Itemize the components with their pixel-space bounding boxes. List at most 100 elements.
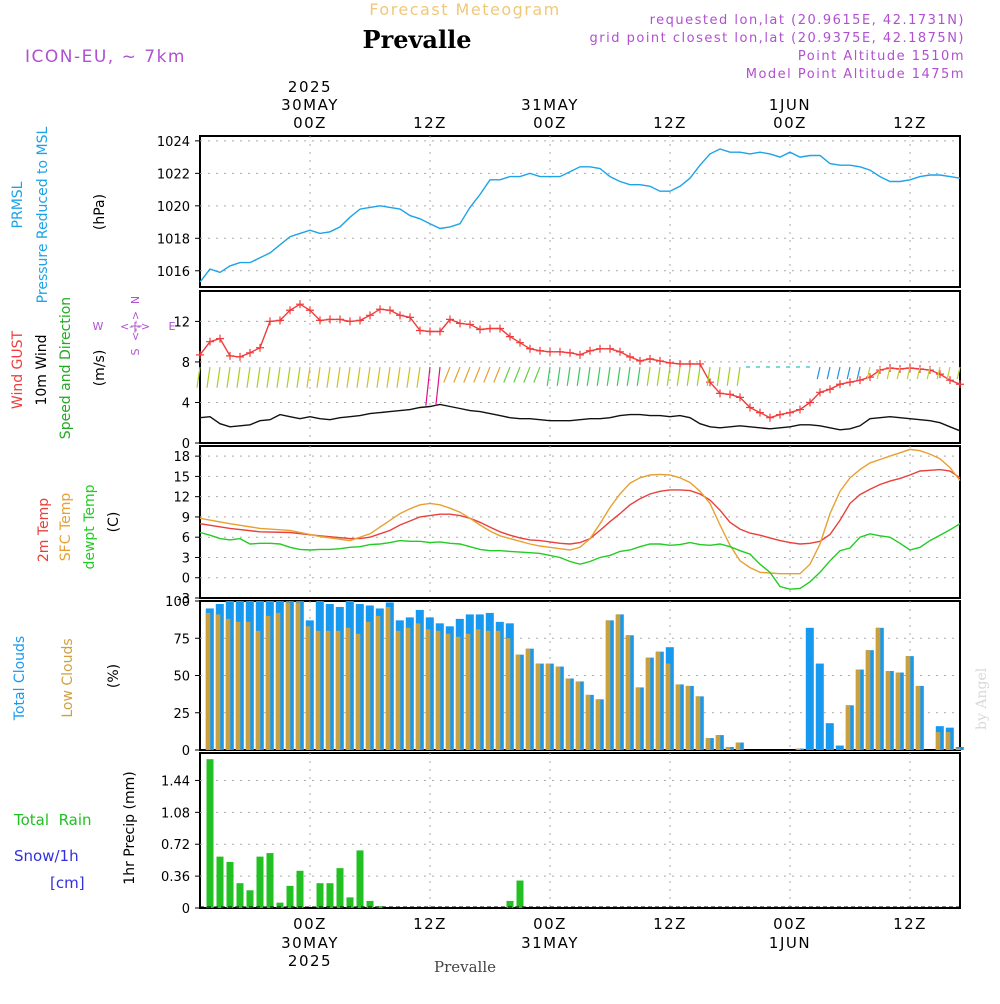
gust-marker: [336, 315, 344, 324]
gust-marker: [206, 337, 214, 346]
wind-arrow: [856, 366, 861, 380]
gust-marker: [756, 408, 764, 417]
gust-marker: [826, 385, 834, 394]
SFC Temp-line: [199, 448, 961, 575]
gust-marker: [856, 376, 864, 385]
gust-marker: [606, 344, 614, 353]
gust-marker: [656, 356, 664, 365]
wind-arrow: [816, 366, 821, 380]
gust-marker: [936, 370, 944, 379]
wind-arrow: [826, 366, 831, 380]
y-tick-label: 12: [173, 491, 190, 506]
precip-bar: [516, 880, 524, 908]
low-cloud-bar: [705, 738, 711, 750]
wind-arrow: [523, 366, 531, 383]
y-tick-label: 1020: [157, 200, 190, 215]
low-cloud-bar: [875, 627, 881, 750]
y-tick-label: 4: [182, 396, 190, 411]
gust-marker: [526, 344, 534, 353]
wind-arrow: [416, 366, 421, 388]
model-altitude: Model Point Altitude 1475m: [746, 67, 965, 82]
low-cloud-bar: [625, 635, 631, 750]
wind-arrow: [236, 366, 241, 388]
gust-marker: [506, 332, 514, 341]
gust-marker: [676, 359, 684, 368]
wind-arrow: [666, 366, 671, 386]
wind-arrow: [376, 366, 381, 388]
low-cloud-bar: [545, 663, 551, 750]
precip-bar: [296, 870, 304, 908]
low-cloud-bar: [325, 630, 331, 750]
gust-marker: [696, 359, 704, 368]
y-tick-label: 75: [173, 632, 190, 647]
gust-marker: [686, 359, 694, 368]
compass-arrows-h: <-|->: [120, 320, 150, 333]
gust-marker: [446, 315, 454, 324]
wind-arrow: [616, 366, 621, 386]
date-label-top: 30MAY: [281, 96, 339, 114]
gust-marker: [306, 306, 314, 315]
gust-marker: [576, 350, 584, 359]
pressure-panel: 1016 1018 1020 1022 1024: [157, 135, 961, 288]
wind-arrow: [946, 366, 951, 380]
y-tick-label: 0.72: [161, 838, 190, 853]
low-cloud-bar: [715, 735, 721, 750]
low-cloud-bar: [525, 648, 531, 750]
y-tick-label: 0: [182, 902, 190, 917]
cloud-unit-label: (%): [106, 664, 122, 688]
low-cloud-bar: [495, 630, 501, 750]
wind-arrow: [846, 366, 851, 380]
speed-dir-label: Speed and Direction: [58, 297, 74, 439]
cloud-labels: Total Clouds Low Clouds (%): [12, 636, 122, 721]
gust-marker: [736, 393, 744, 402]
low-cloud-bar: [335, 630, 341, 750]
gust-marker: [276, 316, 284, 325]
y-tick-label: -3: [177, 592, 190, 607]
time-label-bottom: 12Z: [653, 915, 687, 933]
precip-bar: [266, 853, 274, 908]
low-cloud-bar: [685, 685, 691, 750]
pressure-line: [199, 148, 961, 283]
wind-arrow: [196, 366, 201, 388]
y-tick-label: 100: [165, 595, 190, 610]
wind-arrow: [246, 366, 251, 388]
gust-marker: [726, 390, 734, 399]
y-tick-label: 15: [173, 470, 190, 485]
gust-marker: [196, 350, 204, 359]
y-tick-label: 3: [182, 551, 190, 566]
time-label-top: 00Z: [773, 114, 807, 132]
gust-marker: [516, 338, 524, 347]
date-label-bottom: 31MAY: [521, 934, 579, 952]
wind-arrow: [435, 366, 441, 406]
precip-bar: [376, 906, 384, 908]
year-label-top: 2025: [288, 78, 332, 96]
low-cloud-bar: [905, 656, 911, 750]
low-cloud-bar: [585, 694, 591, 750]
gust-marker: [616, 347, 624, 356]
wind-arrow: [316, 366, 321, 388]
gust-marker: [806, 398, 814, 407]
compass-arrows-v: <-|->: [129, 311, 142, 341]
wind-arrow: [676, 366, 681, 386]
temp2m-label: 2m Temp: [36, 498, 52, 562]
total-cloud-bar: [825, 723, 834, 750]
low-cloud-bar: [855, 669, 861, 750]
gust-marker: [566, 348, 574, 357]
total-cloud-bar: [805, 627, 814, 750]
wind-arrow: [453, 366, 461, 383]
gust-marker: [466, 320, 474, 329]
prmsl-label: PRMSL: [10, 181, 26, 228]
gust-marker: [426, 327, 434, 336]
low-cloud-bar: [425, 629, 431, 750]
low-cloud-bar: [405, 627, 411, 750]
date-label-top: 31MAY: [521, 96, 579, 114]
low-cloud-bar: [265, 615, 271, 750]
wind-arrow: [256, 366, 261, 388]
low-cloud-bar: [345, 627, 351, 750]
low-cloud-bar: [945, 732, 951, 750]
gust-marker: [836, 380, 844, 389]
precipitation-frame: [199, 752, 961, 909]
low-cloud-bar: [575, 681, 581, 750]
